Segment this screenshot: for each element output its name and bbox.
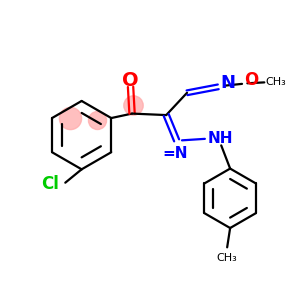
Text: O: O [122, 71, 139, 90]
Text: CH₃: CH₃ [217, 253, 238, 263]
Text: Cl: Cl [41, 175, 59, 193]
Text: CH₃: CH₃ [266, 77, 286, 87]
Text: NH: NH [208, 131, 233, 146]
Text: =N: =N [162, 146, 188, 161]
Text: N: N [220, 74, 236, 92]
Text: O: O [244, 71, 258, 89]
